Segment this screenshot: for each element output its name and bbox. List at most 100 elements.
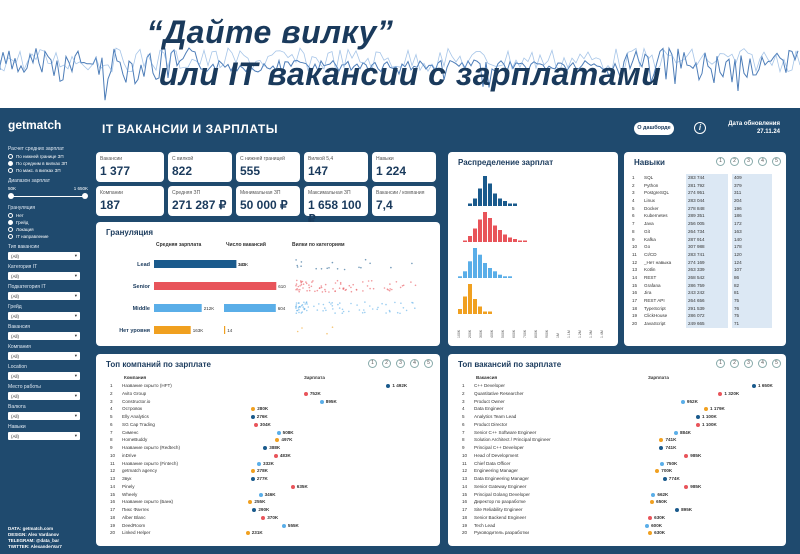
- filter-select[interactable]: (All) ▾: [8, 272, 80, 280]
- page-button[interactable]: 4: [410, 359, 419, 368]
- table-row[interactable]: 3 Constructor.io 895K: [110, 398, 430, 406]
- filter-select[interactable]: (All) ▾: [8, 412, 80, 420]
- histogram-bar: [518, 240, 522, 242]
- page-button[interactable]: 4: [758, 359, 767, 368]
- filter-select[interactable]: (All) ▾: [8, 312, 80, 320]
- page-button[interactable]: 3: [744, 157, 753, 166]
- table-row[interactable]: 6 SG Cap Trading 304K: [110, 421, 430, 429]
- table-row[interactable]: 5 Analytics Team Lead 1 100K: [462, 413, 778, 421]
- table-row[interactable]: 2 Avito Group 752K: [110, 390, 430, 398]
- table-row[interactable]: 4 Островок 280K: [110, 405, 430, 413]
- table-row[interactable]: 7 Senior C++ Software Engineer 884K: [462, 429, 778, 437]
- radio-location[interactable]: Локация: [8, 227, 88, 232]
- page-button[interactable]: 2: [382, 359, 391, 368]
- table-row[interactable]: 17 Site Reliability Engineer 895K: [462, 506, 778, 514]
- skill-count: 186: [732, 212, 772, 221]
- table-row[interactable]: 11 Chief Data Officer 750K: [462, 460, 778, 468]
- kpi-value: 555: [240, 164, 261, 178]
- filter-select[interactable]: (All) ▾: [8, 292, 80, 300]
- table-row[interactable]: 13 Data Engineering Manager 774K: [462, 475, 778, 483]
- radio-lower[interactable]: По нижней границе ЗП: [8, 154, 88, 159]
- salary-range-dot: [306, 309, 308, 312]
- about-button[interactable]: О дашборде: [634, 122, 674, 135]
- table-row[interactable]: 9 Principal C++ Developer 741K: [462, 444, 778, 452]
- table-row[interactable]: 8 Solution Architect / Principal Engineer…: [462, 436, 778, 444]
- table-row[interactable]: 16 Название скрыто (Банк) 255K: [110, 498, 430, 506]
- page-button[interactable]: 5: [772, 359, 781, 368]
- page-button[interactable]: 2: [730, 157, 739, 166]
- page-button[interactable]: 3: [396, 359, 405, 368]
- slider-max-handle[interactable]: [82, 193, 88, 199]
- table-row[interactable]: 4 Data Engineer 1 179K: [462, 405, 778, 413]
- histogram-bar: [498, 274, 502, 278]
- range-slider[interactable]: [8, 193, 88, 199]
- table-row[interactable]: 15 Wheely 346K: [110, 491, 430, 499]
- salary-label: 741K: [665, 445, 677, 450]
- page-button[interactable]: 2: [730, 359, 739, 368]
- skills-title: Навыки: [634, 158, 665, 167]
- table-row[interactable]: 1 Название скрыто (HFT) 1 492K: [110, 382, 430, 390]
- page-button[interactable]: 5: [772, 157, 781, 166]
- table-row[interactable]: 12 getmatch agency 278K: [110, 467, 430, 475]
- salary-dot: [696, 415, 700, 419]
- salary-label: 255K: [254, 499, 266, 505]
- granulation-row-label: Senior: [133, 284, 151, 290]
- salary-range-dot: [389, 288, 392, 290]
- salary-label: 752K: [309, 390, 321, 396]
- salary-range-dot: [385, 303, 387, 306]
- filter-select[interactable]: (All) ▾: [8, 392, 80, 400]
- table-row[interactable]: 3 Product Owner 952K: [462, 398, 778, 406]
- radio-max[interactable]: По макс. в вилках ЗП: [8, 168, 88, 173]
- table-row[interactable]: 19 Tech Lead 600K: [462, 522, 778, 530]
- filter-label: Место работы: [8, 384, 41, 390]
- salary-label: 304K: [259, 421, 271, 427]
- table-row[interactable]: 19 DeedRoom 555K: [110, 522, 430, 530]
- table-row[interactable]: 18 Alber Blanc 370K: [110, 514, 430, 522]
- table-row[interactable]: 10 Head of Development 985K: [462, 452, 778, 460]
- table-row[interactable]: 5 Elly Analytics 276K: [110, 413, 430, 421]
- table-row[interactable]: 9 Название скрыто (Redtech) 388K: [110, 444, 430, 452]
- salary-dot: [273, 453, 278, 458]
- table-row[interactable]: 20 Linked Helper 231K: [110, 529, 430, 537]
- salary-label: 1 179K: [710, 406, 725, 412]
- filter-select[interactable]: (All) ▾: [8, 332, 80, 340]
- page-button[interactable]: 3: [744, 359, 753, 368]
- page-button[interactable]: 4: [758, 157, 767, 166]
- info-icon[interactable]: i: [694, 122, 706, 134]
- chevron-down-icon: ▾: [74, 293, 77, 298]
- table-row[interactable]: 18 Senior Backend Engineer 630K: [462, 514, 778, 522]
- table-row[interactable]: 2 Quantitative Researcher 1 320K: [462, 390, 778, 398]
- page-button[interactable]: 1: [368, 359, 377, 368]
- skill-rank: 9: [632, 236, 635, 242]
- table-row[interactable]: 12 Engineering Manager 700K: [462, 467, 778, 475]
- radio-grade[interactable]: Грейд: [8, 220, 88, 225]
- skill-row: 12 _Нет навыка 274 169 124: [632, 258, 782, 267]
- radio-it-direction[interactable]: IT направление: [8, 234, 88, 239]
- table-row[interactable]: 17 Пикс Фантех 290K: [110, 506, 430, 514]
- filter-select[interactable]: (All) ▾: [8, 252, 80, 260]
- radio-icon: [8, 168, 13, 173]
- table-row[interactable]: 13 Звук 277K: [110, 475, 430, 483]
- table-row[interactable]: 16 Директор по разработке 650K: [462, 498, 778, 506]
- table-row[interactable]: 7 Сименс 508K: [110, 429, 430, 437]
- filter-select[interactable]: (All) ▾: [8, 432, 80, 440]
- table-row[interactable]: 20 Руководитель разработки 630K: [462, 529, 778, 537]
- page-button[interactable]: 5: [424, 359, 433, 368]
- table-row[interactable]: 10 inDrive 483K: [110, 452, 430, 460]
- page-button[interactable]: 1: [716, 359, 725, 368]
- table-row[interactable]: 11 Название скрыто (Fintech) 332K: [110, 460, 430, 468]
- radio-none[interactable]: Нет: [8, 213, 88, 218]
- table-row[interactable]: 1 C++ Developer 1 650K: [462, 382, 778, 390]
- table-row[interactable]: 14 Senior Gateway Engineer 985K: [462, 483, 778, 491]
- salary-range-dot: [313, 305, 315, 308]
- filter-select[interactable]: (All) ▾: [8, 352, 80, 360]
- table-row[interactable]: 6 Product Director 1 100K: [462, 421, 778, 429]
- radio-avg[interactable]: По средним в вилках ЗП: [8, 161, 88, 166]
- table-row[interactable]: 14 Pinely 635K: [110, 483, 430, 491]
- page-button[interactable]: 1: [716, 157, 725, 166]
- table-row[interactable]: 15 Principal Golang Developer 662K: [462, 491, 778, 499]
- slider-min-handle[interactable]: [8, 193, 14, 199]
- table-row[interactable]: 8 HomeBuddy 497K: [110, 436, 430, 444]
- filter-select[interactable]: (All) ▾: [8, 372, 80, 380]
- salary-range-dot: [300, 280, 302, 282]
